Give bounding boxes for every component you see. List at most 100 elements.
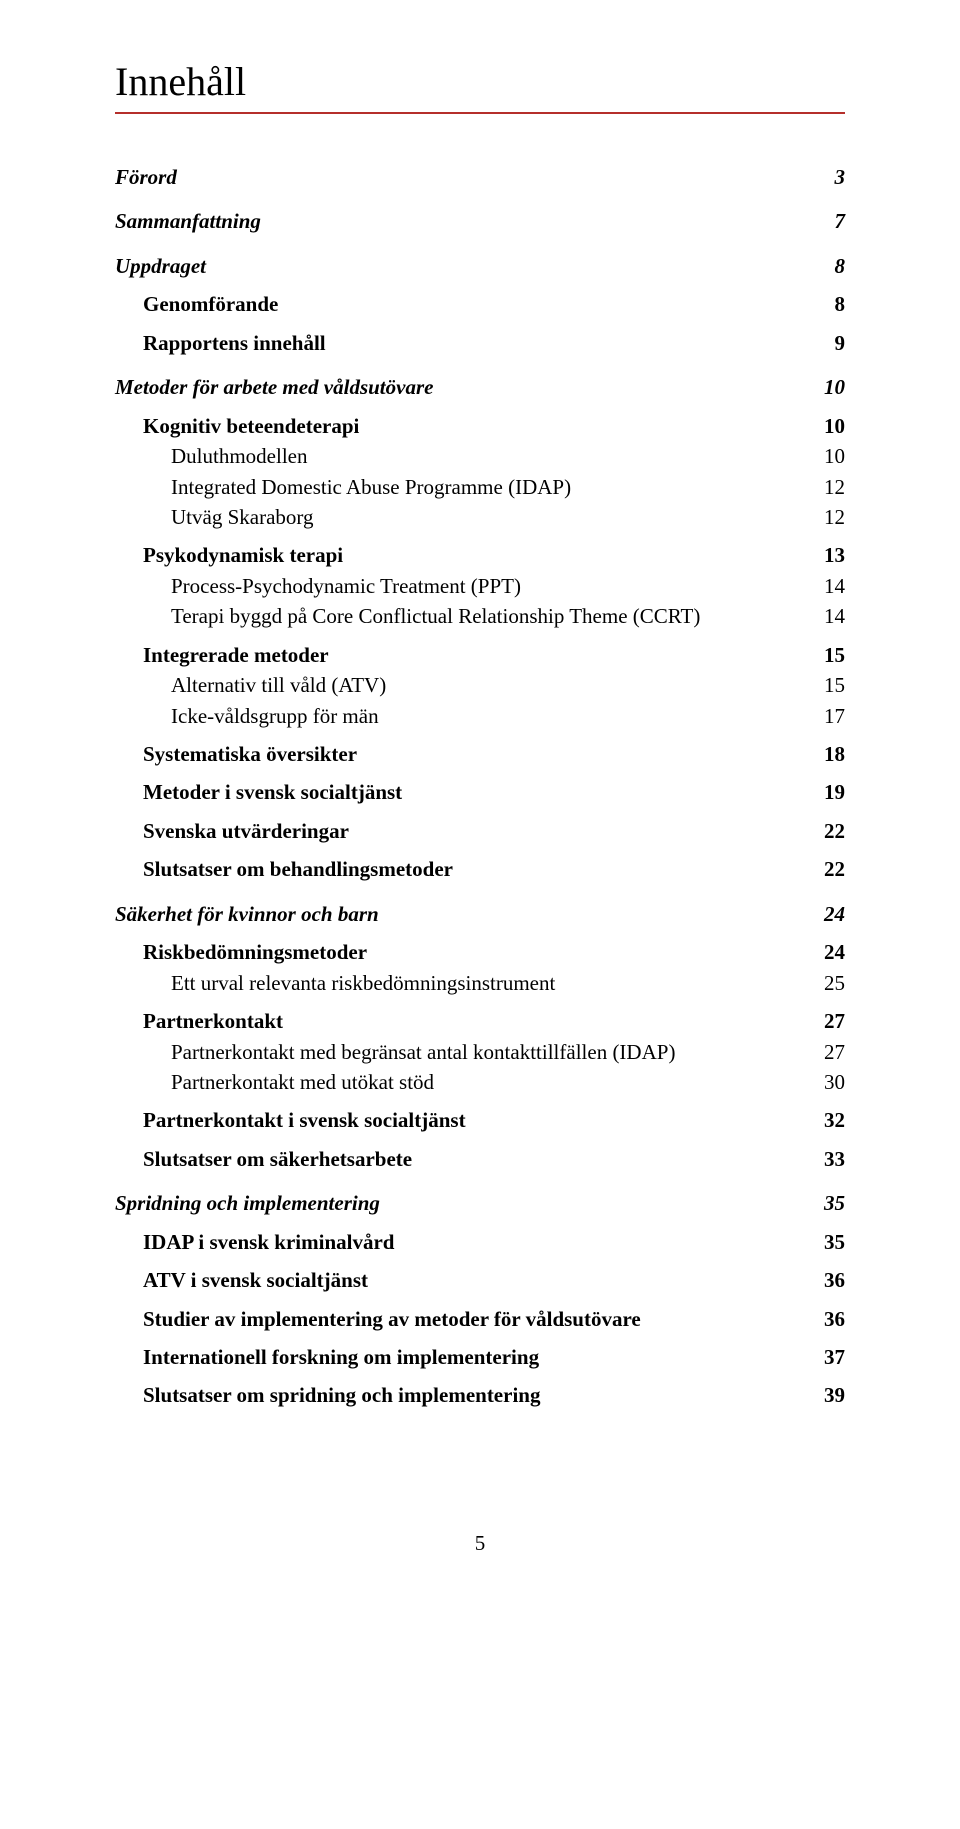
toc-entry: Riskbedömningsmetoder 24 xyxy=(115,937,845,967)
toc-entry-page: 36 xyxy=(824,1304,845,1334)
toc-entry: Terapi byggd på Core Conflictual Relatio… xyxy=(115,601,845,631)
toc-entry: Svenska utvärderingar 22 xyxy=(115,816,845,846)
toc-entry-label: Icke-våldsgrupp för män xyxy=(171,701,399,731)
toc-entry-label: Alternativ till våld (ATV) xyxy=(171,670,406,700)
toc-entry-label: Psykodynamisk terapi xyxy=(143,540,363,570)
toc-entry-label: Integrated Domestic Abuse Programme (IDA… xyxy=(171,472,591,502)
toc-entry-page: 3 xyxy=(835,162,846,192)
toc-entry-label: Metoder i svensk socialtjänst xyxy=(143,777,422,807)
toc-entry-label: Process-Psychodynamic Treatment (PPT) xyxy=(171,571,541,601)
toc-entry-page: 13 xyxy=(824,540,845,570)
toc-entry-label: Metoder för arbete med våldsutövare xyxy=(115,372,453,402)
toc-entry-page: 27 xyxy=(824,1006,845,1036)
toc-entry-page: 22 xyxy=(824,816,845,846)
table-of-contents: Förord3Sammanfattning7Uppdraget8Genomför… xyxy=(115,162,845,1411)
toc-entry-label: Riskbedömningsmetoder xyxy=(143,937,387,967)
toc-entry-label: Partnerkontakt med utökat stöd xyxy=(171,1067,454,1097)
toc-entry-label: Utväg Skaraborg xyxy=(171,502,334,532)
toc-entry-page: 24 xyxy=(824,899,845,929)
toc-entry: Partnerkontakt i svensk socialtjänst32 xyxy=(115,1105,845,1135)
toc-entry-label: Duluthmodellen xyxy=(171,441,327,471)
toc-entry-page: 7 xyxy=(835,206,846,236)
toc-entry-label: Säkerhet för kvinnor och barn xyxy=(115,899,399,929)
toc-entry-page: 39 xyxy=(824,1380,845,1410)
toc-entry: Uppdraget 8 xyxy=(115,251,845,281)
toc-entry-label: Studier av implementering av metoder för… xyxy=(143,1304,661,1334)
toc-entry-page: 8 xyxy=(835,289,846,319)
toc-entry: Genomförande 8 xyxy=(115,289,845,319)
toc-entry: Integrated Domestic Abuse Programme (IDA… xyxy=(115,472,845,502)
toc-entry: Integrerade metoder15 xyxy=(115,640,845,670)
toc-entry: Förord 3 xyxy=(115,162,845,192)
toc-entry-page: 30 xyxy=(824,1067,845,1097)
toc-entry: Spridning och implementering 35 xyxy=(115,1188,845,1218)
toc-entry-label: Slutsatser om säkerhetsarbete xyxy=(143,1144,432,1174)
toc-entry: Internationell forskning om implementeri… xyxy=(115,1342,845,1372)
toc-entry-label: Uppdraget xyxy=(115,251,226,281)
toc-entry-label: Genomförande xyxy=(143,289,298,319)
toc-entry-page: 14 xyxy=(824,571,845,601)
toc-entry-label: Ett urval relevanta riskbedömningsinstru… xyxy=(171,968,575,998)
toc-entry-label: Slutsatser om spridning och implementeri… xyxy=(143,1380,560,1410)
toc-entry-page: 25 xyxy=(824,968,845,998)
toc-entry-label: Rapportens innehåll xyxy=(143,328,346,358)
toc-entry-page: 37 xyxy=(824,1342,845,1372)
toc-entry-page: 19 xyxy=(824,777,845,807)
toc-entry-page: 36 xyxy=(824,1265,845,1295)
toc-entry-page: 10 xyxy=(824,411,845,441)
toc-entry: Sammanfattning 7 xyxy=(115,206,845,236)
toc-entry: Alternativ till våld (ATV) 15 xyxy=(115,670,845,700)
toc-entry-label: Slutsatser om behandlingsmetoder xyxy=(143,854,473,884)
toc-entry: Ett urval relevanta riskbedömningsinstru… xyxy=(115,968,845,998)
toc-entry-page: 15 xyxy=(824,640,845,670)
toc-entry: Duluthmodellen10 xyxy=(115,441,845,471)
toc-entry-page: 18 xyxy=(824,739,845,769)
toc-entry: Studier av implementering av metoder för… xyxy=(115,1304,845,1334)
toc-entry: Rapportens innehåll 9 xyxy=(115,328,845,358)
toc-entry: Kognitiv beteendeterapi 10 xyxy=(115,411,845,441)
title-rule xyxy=(115,112,845,114)
toc-entry-label: Kognitiv beteendeterapi xyxy=(143,411,379,441)
toc-entry-page: 35 xyxy=(824,1227,845,1257)
toc-entry-page: 33 xyxy=(824,1144,845,1174)
toc-entry: Partnerkontakt med utökat stöd 30 xyxy=(115,1067,845,1097)
toc-entry: IDAP i svensk kriminalvård 35 xyxy=(115,1227,845,1257)
toc-entry-page: 14 xyxy=(824,601,845,631)
toc-entry-label: Spridning och implementering xyxy=(115,1188,400,1218)
toc-entry-page: 22 xyxy=(824,854,845,884)
toc-entry: Psykodynamisk terapi 13 xyxy=(115,540,845,570)
toc-entry-label: Partnerkontakt med begränsat antal konta… xyxy=(171,1037,695,1067)
toc-entry-label: Svenska utvärderingar xyxy=(143,816,369,846)
toc-entry-page: 35 xyxy=(824,1188,845,1218)
toc-entry: Metoder för arbete med våldsutövare 10 xyxy=(115,372,845,402)
toc-entry-label: Sammanfattning xyxy=(115,206,281,236)
toc-entry-label: Partnerkontakt xyxy=(143,1006,303,1036)
toc-entry-page: 24 xyxy=(824,937,845,967)
toc-entry: Slutsatser om behandlingsmetoder 22 xyxy=(115,854,845,884)
toc-entry-label: Systematiska översikter xyxy=(143,739,377,769)
toc-entry-label: Förord xyxy=(115,162,197,192)
page-number: 5 xyxy=(115,1531,845,1556)
toc-entry-page: 12 xyxy=(824,472,845,502)
toc-entry-page: 10 xyxy=(824,372,845,402)
toc-entry: Utväg Skaraborg12 xyxy=(115,502,845,532)
toc-entry-page: 32 xyxy=(824,1105,845,1135)
toc-entry-page: 8 xyxy=(835,251,846,281)
toc-entry-label: ATV i svensk socialtjänst xyxy=(143,1265,388,1295)
toc-entry: Icke-våldsgrupp för män 17 xyxy=(115,701,845,731)
document-title: Innehåll xyxy=(115,60,845,104)
toc-entry-page: 27 xyxy=(824,1037,845,1067)
toc-entry-label: Internationell forskning om implementeri… xyxy=(143,1342,559,1372)
toc-entry-page: 9 xyxy=(835,328,846,358)
toc-entry: Metoder i svensk socialtjänst 19 xyxy=(115,777,845,807)
toc-entry: Systematiska översikter 18 xyxy=(115,739,845,769)
toc-entry: Partnerkontakt 27 xyxy=(115,1006,845,1036)
toc-entry-page: 17 xyxy=(824,701,845,731)
toc-entry: Slutsatser om spridning och implementeri… xyxy=(115,1380,845,1410)
toc-entry-label: Terapi byggd på Core Conflictual Relatio… xyxy=(171,601,720,631)
toc-entry: ATV i svensk socialtjänst 36 xyxy=(115,1265,845,1295)
toc-entry: Partnerkontakt med begränsat antal konta… xyxy=(115,1037,845,1067)
toc-entry-page: 15 xyxy=(824,670,845,700)
toc-entry: Process-Psychodynamic Treatment (PPT) 14 xyxy=(115,571,845,601)
toc-entry-label: IDAP i svensk kriminalvård xyxy=(143,1227,414,1257)
